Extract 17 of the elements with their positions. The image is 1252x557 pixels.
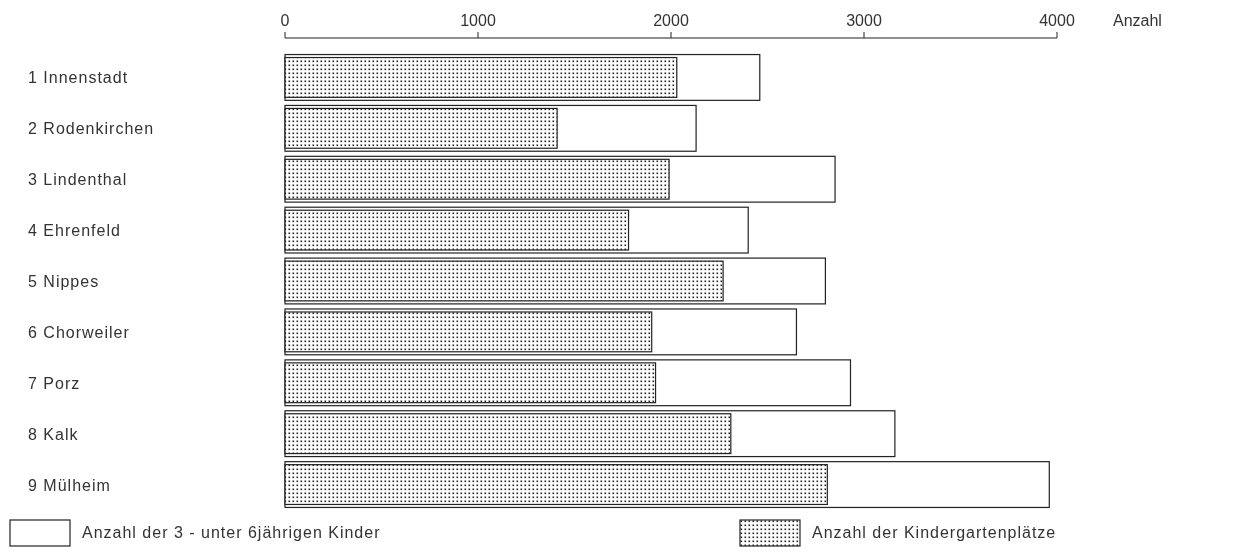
y-tick-label: 1 Innenstadt (28, 69, 129, 87)
x-tick-label: 4000 (1039, 12, 1075, 29)
y-tick-label: 5 Nippes (28, 273, 100, 290)
y-tick-label: 9 Mülheim (28, 476, 111, 494)
y-tick-label: 6 Chorweiler (28, 323, 130, 341)
y-tick-label: 2 Rodenkirchen (28, 120, 155, 138)
y-tick-label: 3 Lindenthal (28, 171, 128, 189)
x-tick-label: 3000 (846, 12, 882, 29)
y-tick-label: 4 Ehrenfeld (28, 222, 121, 240)
y-tick-label: 8 Kalk (28, 425, 79, 443)
x-tick-label: 0 (280, 12, 290, 29)
legend-label: Anzahl der 3 - unter 6jährigen Kinder (82, 524, 381, 541)
y-tick-label: 7 Porz (28, 374, 81, 392)
x-axis-title: Anzahl (1113, 12, 1162, 29)
x-tick-label: 2000 (653, 12, 689, 29)
legend-label: Anzahl der Kindergartenplätze (812, 524, 1057, 541)
x-tick-label: 1000 (460, 12, 496, 29)
